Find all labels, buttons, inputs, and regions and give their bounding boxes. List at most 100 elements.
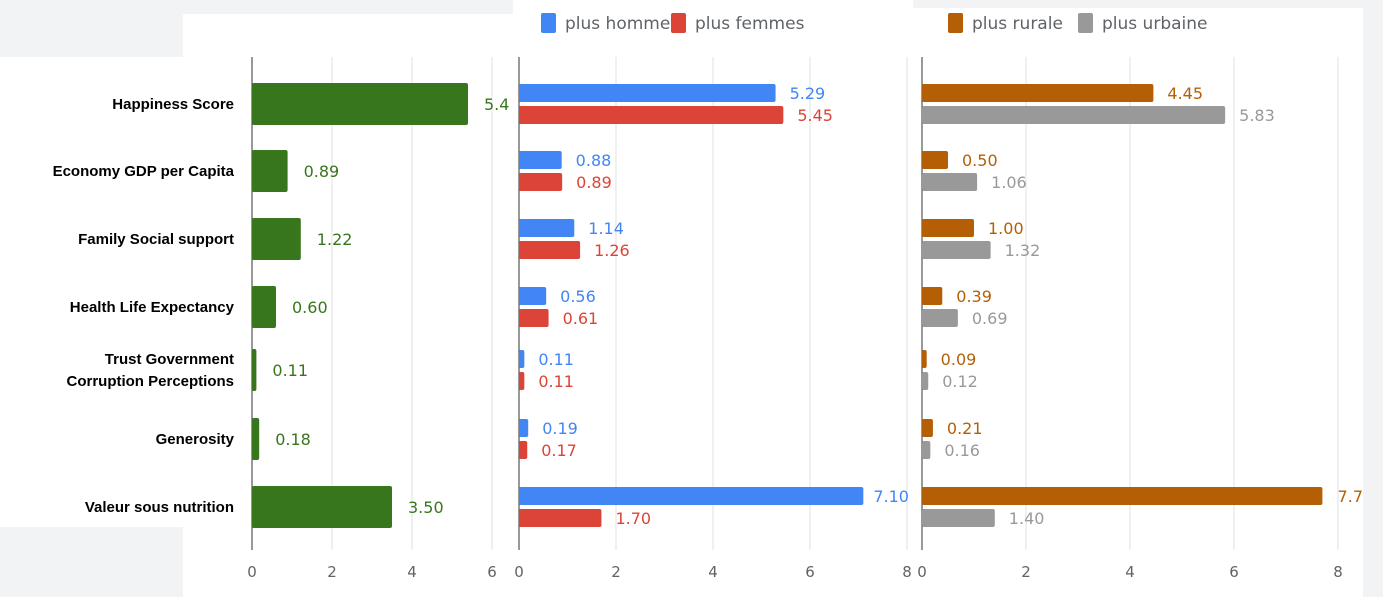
bar [519,487,864,505]
x-tick-label: 2 [327,563,337,581]
data-label: 5.4 [484,95,509,114]
bar [922,309,958,327]
category-label-panel [0,57,246,527]
data-label: 3.50 [408,498,444,517]
bar [252,83,468,125]
data-label: 7.10 [873,487,909,506]
data-label: 1.26 [594,241,630,260]
data-label: 0.89 [304,162,340,181]
data-label: 0.11 [538,372,574,391]
x-tick-label: 6 [1229,563,1239,581]
x-tick-label: 6 [805,563,815,581]
legend-swatch [541,13,556,33]
bar [922,487,1323,505]
x-tick-label: 4 [407,563,417,581]
legend-swatch [1078,13,1093,33]
bar [252,418,260,460]
bar [922,173,978,191]
bar [252,486,392,528]
bar [252,150,288,192]
bar [922,106,1226,124]
data-label: 0.39 [956,287,992,306]
data-label: 5.83 [1239,106,1275,125]
bar [922,241,991,259]
bar [519,372,525,390]
data-label: 0.88 [576,151,612,170]
bar [519,106,784,124]
bar [519,509,602,527]
x-tick-label: 4 [708,563,718,581]
data-label: 1.40 [1009,509,1045,528]
category-label: Health Life Expectancy [70,299,235,316]
legend-label: plus urbaine [1102,14,1207,34]
x-tick-label: 4 [1125,563,1135,581]
x-tick-label: 0 [247,563,257,581]
bar [922,350,927,368]
bar [519,350,525,368]
bar [922,84,1154,102]
category-label: Economy GDP per Capita [53,163,235,180]
bar [922,151,948,169]
bar [519,84,776,102]
x-tick-label: 2 [611,563,621,581]
data-label: 0.69 [972,309,1008,328]
data-label: 0.17 [541,441,577,460]
category-label: Valeur sous nutrition [85,499,234,516]
data-label: 1.00 [988,219,1024,238]
data-label: 0.60 [292,298,328,317]
data-label: 0.18 [275,430,311,449]
data-label: 1.06 [991,173,1027,192]
bar [922,419,933,437]
category-label: Generosity [156,431,235,448]
data-label: 0.21 [947,419,983,438]
legend-label: plus rurale [972,14,1063,34]
x-tick-label: 6 [487,563,497,581]
category-label: Family Social support [78,231,234,248]
bar [519,173,563,191]
bar [252,286,276,328]
bar [519,241,581,259]
legend-swatch [671,13,686,33]
x-tick-label: 2 [1021,563,1031,581]
bar [922,441,931,459]
data-label: 1.22 [317,230,353,249]
data-label: 4.45 [1167,84,1203,103]
x-tick-label: 0 [917,563,927,581]
bar [922,509,995,527]
bar [519,287,547,305]
legend-label: plus hommes [565,14,679,34]
data-label: 0.09 [941,350,977,369]
category-label: Trust Government [105,351,234,368]
bar [922,287,943,305]
data-label: 5.29 [790,84,826,103]
data-label: 0.19 [542,419,578,438]
data-label: 1.32 [1005,241,1041,260]
bar [519,219,575,237]
bar [519,441,528,459]
data-label: 0.11 [272,361,308,380]
data-label: 1.14 [588,219,624,238]
x-tick-label: 8 [1333,563,1343,581]
bar [519,151,562,169]
category-label: Corruption Perceptions [66,373,234,390]
x-tick-label: 0 [514,563,524,581]
data-label: 7.7 [1338,487,1363,506]
bar [252,218,301,260]
legend-swatch [948,13,963,33]
data-label: 0.12 [942,372,978,391]
data-label: 1.70 [615,509,651,528]
bar [519,309,549,327]
x-tick-label: 8 [902,563,912,581]
bar [922,219,974,237]
bar [252,349,257,391]
data-label: 0.56 [560,287,596,306]
data-label: 5.45 [797,106,833,125]
data-label: 0.11 [538,350,574,369]
data-label: 0.50 [962,151,998,170]
data-label: 0.16 [944,441,980,460]
data-label: 0.61 [563,309,599,328]
bar [519,419,529,437]
bar [922,372,929,390]
category-label: Happiness Score [112,96,234,113]
